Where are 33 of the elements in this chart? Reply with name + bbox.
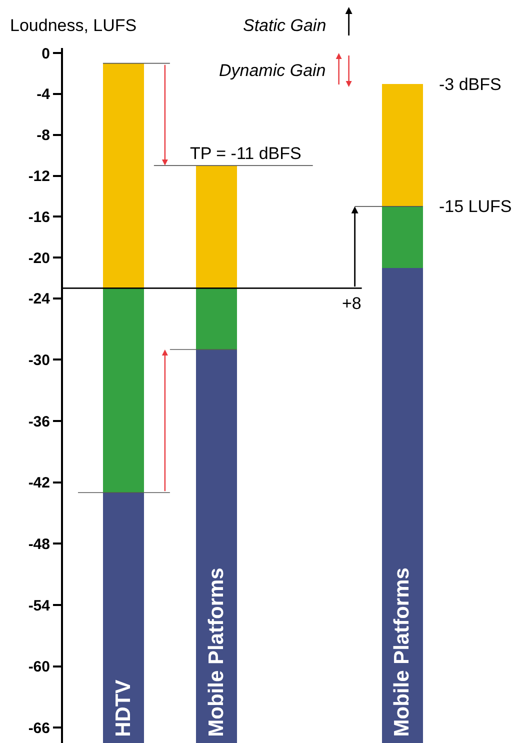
y-tick-label: -24	[28, 290, 51, 308]
annotation: +8	[342, 294, 362, 313]
annotation: -3 dBFS	[439, 75, 502, 94]
bar	[103, 288, 144, 493]
x-tick-label: Mobile Platforms	[390, 568, 414, 737]
y-tick-label: -30	[28, 352, 50, 369]
y-tick-label: -54	[28, 597, 51, 614]
x-tick-label: Mobile Platforms	[204, 568, 228, 737]
y-tick-label: -8	[36, 127, 50, 144]
y-tick-label: -42	[28, 474, 50, 492]
y-tick-label: -4	[36, 86, 51, 104]
y-tick-label: 0	[42, 45, 50, 62]
bar	[103, 493, 144, 743]
y-tick-label: -20	[28, 250, 50, 267]
y-tick-label: -66	[28, 720, 50, 737]
y-tick-label: -16	[28, 208, 50, 226]
bar	[382, 268, 423, 743]
bar	[382, 84, 423, 206]
ref-line-label: TP = -11 dBFS	[190, 144, 302, 163]
x-tick-label: HDTV	[112, 680, 135, 737]
y-tick-label: -12	[28, 168, 50, 186]
y-axis-title: Loudness, LUFS	[10, 16, 137, 35]
bar	[103, 63, 144, 288]
bar	[382, 206, 423, 268]
bar	[196, 350, 237, 743]
bar	[196, 288, 237, 350]
bar	[196, 166, 237, 288]
y-tick-label: -36	[28, 413, 50, 430]
annotation: Dynamic Gain	[219, 61, 326, 80]
text: Static Gain	[243, 16, 326, 35]
ref-line-label: -15 LUFS	[439, 197, 512, 216]
y-tick-label: -60	[28, 658, 50, 676]
y-tick-label: -48	[28, 536, 50, 553]
